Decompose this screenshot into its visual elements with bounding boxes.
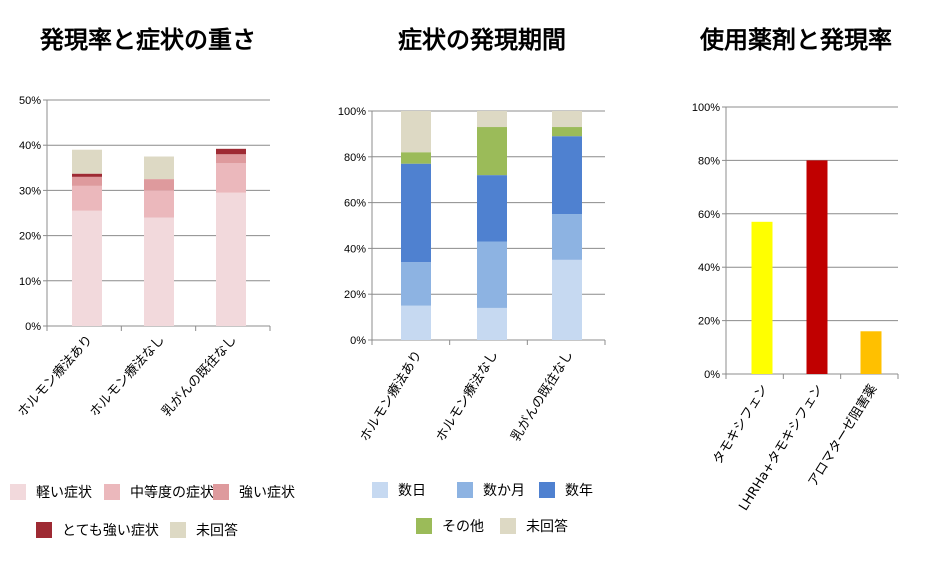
chart2-legend-label: 数年 bbox=[565, 483, 593, 499]
chart1-legend-label: 強い症状 bbox=[239, 485, 295, 501]
chart2-legend-swatch bbox=[372, 482, 388, 498]
chart2-ytick-label: 0% bbox=[350, 335, 366, 347]
chart2-bar-2-seg-3 bbox=[477, 175, 507, 242]
chart3-ytick-label: 0% bbox=[704, 369, 720, 381]
chart3-ytick-label: 80% bbox=[698, 155, 720, 167]
chart1-bar-2-seg-1 bbox=[144, 217, 174, 326]
chart3-ytick-label: 20% bbox=[698, 316, 720, 328]
chart2-ytick-label: 20% bbox=[344, 289, 366, 301]
chart2-bar-2-seg-1 bbox=[477, 307, 507, 340]
chart1-legend-swatch bbox=[10, 484, 26, 500]
chart2-legend-swatch bbox=[457, 482, 473, 498]
chart1-ytick-label: 50% bbox=[19, 95, 41, 107]
chart3-ytick-label: 60% bbox=[698, 209, 720, 221]
chart3-ytick-label: 40% bbox=[698, 262, 720, 274]
chart1-legend-swatch bbox=[36, 522, 52, 538]
chart3-bar-3 bbox=[860, 331, 882, 374]
chart1-legend-swatch bbox=[213, 484, 229, 500]
chart1-bar-1-seg-2 bbox=[72, 185, 102, 211]
chart2-bar-1-seg-2 bbox=[401, 262, 431, 306]
chart2-ytick-label: 60% bbox=[344, 198, 366, 210]
chart1-bar-2-seg-5 bbox=[144, 156, 174, 180]
chart1-bar-2-seg-2 bbox=[144, 190, 174, 218]
chart1-title: 発現率と症状の重さ bbox=[40, 26, 256, 54]
chart2-category-label: ホルモン療法あり bbox=[358, 348, 426, 444]
chart1-ytick-label: 20% bbox=[19, 231, 41, 243]
chart1-bar-3-seg-2 bbox=[216, 163, 246, 193]
chart1-legend-label: 中等度の症状 bbox=[130, 484, 214, 501]
chart2-ytick-label: 80% bbox=[344, 152, 366, 164]
chart1-legend-swatch bbox=[104, 484, 120, 500]
chart1-legend-label: 未回答 bbox=[196, 522, 238, 539]
chart1-ytick-label: 0% bbox=[25, 321, 41, 333]
chart2-bar-1-seg-5 bbox=[401, 111, 431, 153]
chart2-legend-label: その他 bbox=[442, 519, 484, 535]
chart2-bar-3-seg-2 bbox=[552, 214, 582, 260]
chart2-legend-swatch bbox=[539, 482, 555, 498]
chart1-category-label: ホルモン療法あり bbox=[15, 333, 96, 420]
chart2-title: 症状の発現期間 bbox=[398, 26, 566, 54]
chart2-category-label: 乳がんの既往なし bbox=[509, 348, 577, 444]
chart2-bar-1-seg-3 bbox=[401, 163, 431, 263]
chart1-bar-3-seg-1 bbox=[216, 192, 246, 326]
chart2-legend-label: 未回答 bbox=[526, 518, 568, 535]
chart2-ytick-label: 40% bbox=[344, 243, 366, 255]
chart1-ytick-label: 30% bbox=[19, 185, 41, 197]
chart1-bar-1-seg-5 bbox=[72, 149, 102, 174]
chart1-bar-1-seg-3 bbox=[72, 176, 102, 186]
chart2-bar-3-seg-3 bbox=[552, 136, 582, 215]
chart3-category-label: タモキシフェン bbox=[710, 382, 771, 467]
chart3-title: 使用薬剤と発現率 bbox=[700, 26, 892, 54]
chart2-bar-3-seg-5 bbox=[552, 111, 582, 128]
chart2-bar-3-seg-4 bbox=[552, 127, 582, 137]
chart2-ytick-label: 100% bbox=[338, 106, 366, 118]
chart3-ytick-label: 100% bbox=[692, 102, 720, 114]
chart1-legend-label: 軽い症状 bbox=[36, 485, 92, 501]
chart1-category-label: ホルモン療法なし bbox=[87, 333, 168, 420]
chart2-bar-1-seg-4 bbox=[401, 152, 431, 164]
chart1-ytick-label: 10% bbox=[19, 276, 41, 288]
chart1-bar-1-seg-4 bbox=[72, 173, 102, 177]
chart2-category-label: ホルモン療法なし bbox=[434, 348, 502, 444]
chart3-bar-1 bbox=[751, 221, 773, 374]
chart1-category-label: 乳がんの既往なし bbox=[159, 333, 240, 420]
chart1-bar-3-seg-3 bbox=[216, 154, 246, 164]
chart1-bar-1-seg-1 bbox=[72, 210, 102, 326]
chart2-bar-2-seg-2 bbox=[477, 241, 507, 308]
chart2-legend-label: 数日 bbox=[398, 483, 426, 499]
chart1-legend-label: とても強い症状 bbox=[62, 523, 159, 539]
chart2-legend-swatch bbox=[416, 518, 432, 534]
chart2-bar-1-seg-1 bbox=[401, 305, 431, 340]
chart1-ytick-label: 40% bbox=[19, 140, 41, 152]
chart2-legend-label: 数か月 bbox=[483, 483, 525, 499]
chart2-bar-2-seg-4 bbox=[477, 127, 507, 176]
chart1-bar-3-seg-4 bbox=[216, 148, 246, 155]
chart2-bar-2-seg-5 bbox=[477, 111, 507, 128]
chart2-legend-swatch bbox=[500, 518, 516, 534]
chart2-bar-3-seg-1 bbox=[552, 259, 582, 340]
chart1-bar-2-seg-3 bbox=[144, 179, 174, 191]
chart3-bar-2 bbox=[806, 160, 828, 374]
chart1-legend-swatch bbox=[170, 522, 186, 538]
